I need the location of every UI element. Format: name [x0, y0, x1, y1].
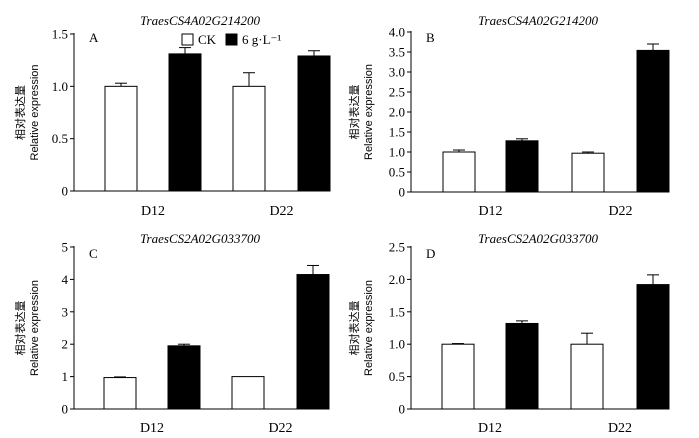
y-tick-label: 2.0 [389, 105, 405, 120]
bar-ck-d12 [103, 377, 137, 410]
y-tick-label: 0 [62, 184, 69, 199]
panel-title: TraesCS2A02G033700 [478, 231, 598, 246]
bar-treatment-d22 [636, 49, 670, 193]
bar-treatment-d22 [636, 284, 670, 410]
bar-treatment-d12 [505, 322, 539, 410]
y-tick-label: 0 [399, 185, 406, 200]
y-tick-label: 2.5 [389, 240, 405, 255]
bar-treatment-d12 [168, 53, 202, 192]
panel-d: TraesCS2A02G033700 D 0 0.5 1.0 1.5 2.0 2.5 相对表达量… [347, 231, 670, 436]
bar-ck-d22 [232, 85, 266, 192]
bar-ck-d22 [571, 152, 605, 193]
y-tick-label: 1.0 [389, 337, 405, 352]
x-tick-label: D22 [269, 204, 293, 219]
y-tick-label: 0 [62, 402, 69, 417]
y-tick-label: 3.5 [389, 45, 405, 60]
y-axis-label-cn: 相对表达量 [347, 301, 361, 356]
panel-label: A [89, 30, 99, 45]
panel-label: D [426, 246, 435, 261]
y-axis-label-cn: 相对表达量 [13, 301, 27, 356]
panel-c: TraesCS2A02G033700 C 0 1 2 3 4 5 相对表达量 Relative e… [13, 231, 330, 436]
legend-label-treatment: 6 g·L⁻¹ [242, 32, 281, 47]
y-tick-label: 1.0 [52, 79, 68, 94]
legend-label-ck: CK [198, 32, 217, 47]
y-axis-label-en: Relative expression [29, 280, 41, 376]
bar-treatment-d22 [296, 274, 330, 410]
y-tick-label: 1.0 [389, 145, 405, 160]
bar-treatment-d12 [505, 140, 539, 193]
y-tick-label: 1.5 [389, 304, 405, 319]
panel-b: TraesCS4A02G214200 B 0 0.5 1.0 1.5 2.0 2.5 3.0 3.… [347, 13, 670, 219]
legend-swatch-ck [181, 33, 194, 46]
y-axis-label-en: Relative expression [29, 65, 41, 161]
panel-label: C [89, 246, 98, 261]
x-tick-label: D12 [141, 204, 165, 219]
y-axis-label-cn: 相对表达量 [347, 85, 361, 140]
y-tick-label: 1 [62, 369, 69, 384]
y-axis-label-en: Relative expression [363, 280, 375, 376]
y-tick-label: 5 [62, 240, 69, 255]
bar-treatment-d22 [297, 55, 331, 192]
bar-ck-d22 [231, 376, 265, 410]
bar-treatment-d12 [167, 345, 201, 410]
y-tick-label: 3.0 [389, 65, 405, 80]
y-tick-label: 0.5 [389, 165, 405, 180]
panel-title: TraesCS2A02G033700 [140, 231, 260, 246]
y-tick-label: 1.5 [52, 27, 68, 42]
y-tick-label: 0.5 [52, 131, 68, 146]
bar-ck-d22 [570, 343, 604, 410]
x-tick-label: D12 [478, 204, 502, 219]
y-tick-label: 4 [62, 272, 69, 287]
y-axis-label-en: Relative expression [363, 64, 375, 160]
bar-ck-d12 [442, 151, 476, 193]
y-tick-label: 1.5 [389, 125, 405, 140]
y-tick-label: 0 [399, 402, 406, 417]
y-tick-label: 2.0 [389, 272, 405, 287]
panel-label: B [426, 30, 435, 45]
bar-ck-d12 [104, 85, 138, 192]
y-tick-label: 4.0 [389, 25, 405, 40]
x-tick-label: D12 [140, 421, 164, 436]
y-axis-label-cn: 相对表达量 [13, 85, 27, 140]
legend-swatch-treatment [225, 33, 238, 46]
legend: CK 6 g·L⁻¹ [181, 32, 281, 47]
y-tick-label: 2.5 [389, 85, 405, 100]
y-tick-label: 0.5 [389, 369, 405, 384]
x-tick-label: D22 [608, 204, 632, 219]
bar-ck-d12 [441, 343, 475, 410]
panel-title: TraesCS4A02G214200 [478, 13, 598, 28]
y-tick-label: 2 [62, 337, 69, 352]
x-tick-label: D22 [268, 421, 292, 436]
y-tick-label: 3 [62, 304, 69, 319]
x-tick-label: D22 [608, 421, 632, 436]
panel-title: TraesCS4A02G214200 [140, 13, 260, 28]
x-tick-label: D12 [478, 421, 502, 436]
panel-a: TraesCS4A02G214200 A 0 0.5 1.0 1.5 相对表达量 Relati… [13, 13, 331, 219]
